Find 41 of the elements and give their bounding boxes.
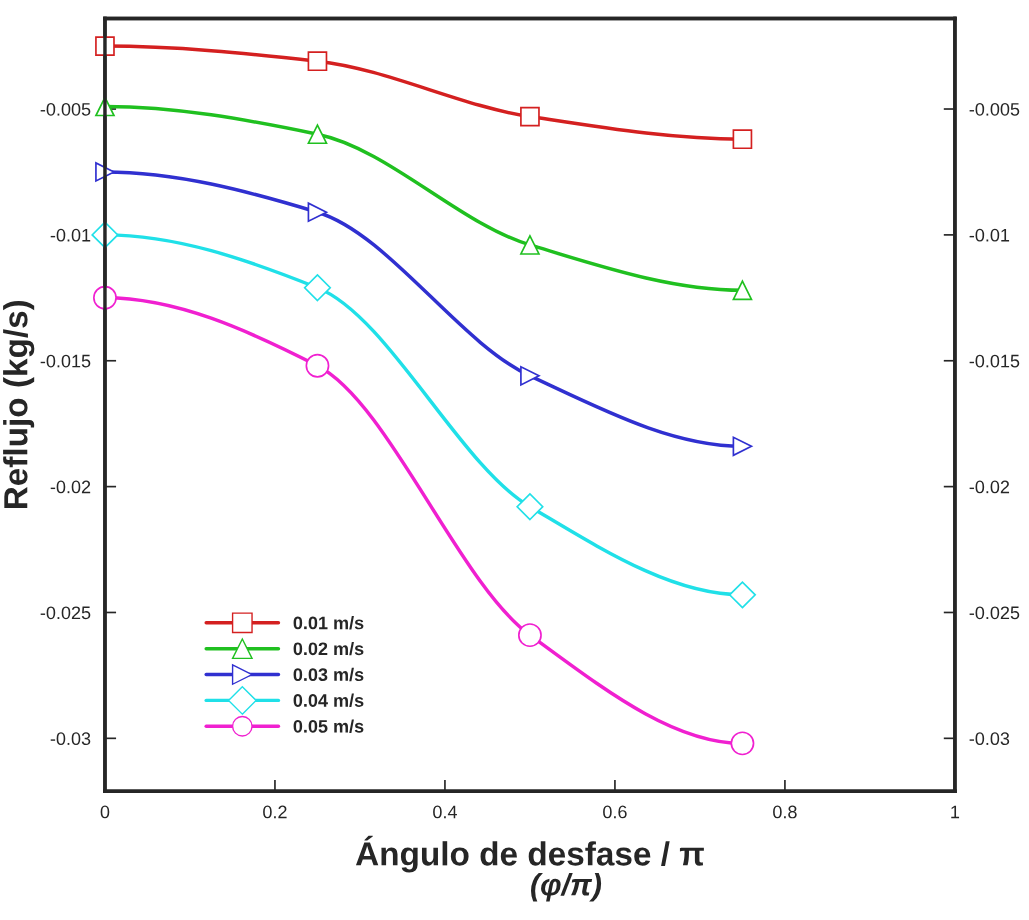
y-tick-label: -0.02	[50, 480, 91, 494]
x-tick-label: 0.4	[433, 805, 457, 819]
point	[516, 493, 544, 521]
point	[520, 106, 540, 127]
point	[307, 51, 328, 72]
point	[517, 623, 542, 648]
y-tick-label: -0.025	[40, 606, 91, 620]
y2-tick-label: -0.03	[969, 732, 1010, 746]
y-tick-label: -0.015	[40, 354, 91, 368]
x-tick-label: 0	[100, 805, 110, 819]
legend-label: 0.03 m/s	[293, 667, 364, 682]
x-tick-label: 0.6	[603, 805, 627, 819]
point	[303, 274, 332, 302]
point	[732, 436, 753, 457]
point	[732, 129, 753, 150]
point	[520, 365, 540, 386]
x-tick-label: 0.2	[263, 805, 287, 819]
point	[728, 581, 757, 609]
point	[732, 280, 753, 301]
point	[520, 235, 540, 255]
y2-tick-label: -0.015	[969, 354, 1020, 368]
point	[307, 202, 328, 223]
point	[307, 124, 328, 145]
x-tick-label: 1	[951, 805, 960, 819]
y2-tick-label: -0.005	[969, 102, 1020, 116]
y-tick-label: -0.03	[50, 732, 91, 746]
y-axis-title: Reflujo (kg/s)	[3, 300, 35, 509]
y2-tick-label: -0.025	[969, 606, 1020, 620]
legend-label: 0.04 m/s	[293, 693, 364, 708]
legend-label: 0.01 m/s	[293, 616, 364, 630]
y2-tick-label: -0.01	[969, 228, 1010, 242]
x-axis-title: Ángulo de desfase / π	[355, 835, 704, 873]
y-tick-label: -0.01	[50, 228, 91, 242]
y2-tick-label: -0.02	[969, 480, 1010, 494]
point	[730, 731, 755, 756]
legend-label: 0.02 m/s	[293, 641, 364, 656]
legend-label: 0.05 m/s	[293, 719, 364, 733]
x-tick-label: 0.8	[773, 805, 797, 819]
text: (φ/π)	[531, 873, 602, 902]
y-tick-label: -0.005	[40, 102, 91, 116]
point	[305, 353, 330, 378]
